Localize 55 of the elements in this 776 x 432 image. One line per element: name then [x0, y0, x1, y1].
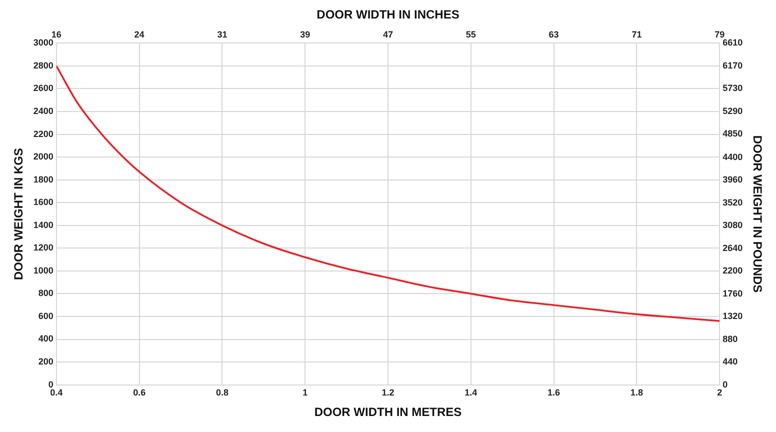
- y-tick-label: 1000: [33, 265, 54, 276]
- y2-tick-label: 3080: [722, 220, 743, 230]
- y2-tick-label: 5290: [722, 106, 743, 116]
- y2-tick-label: 440: [722, 356, 738, 367]
- y-tick-label: 2600: [33, 83, 54, 94]
- x2-tick-label: 79: [714, 29, 725, 40]
- y2-tick-label: 1320: [722, 311, 743, 322]
- y2-tick-label: 4400: [722, 152, 743, 162]
- y2-tick-label: 2640: [722, 242, 743, 253]
- y2-tick-label: 1760: [722, 288, 743, 298]
- y2-axis-title: DOOR WEIGHT IN POUNDS: [750, 135, 764, 293]
- x-tick-label: 1: [302, 388, 308, 398]
- x-tick-label: 1.6: [548, 388, 560, 398]
- line-series: [56, 65, 720, 322]
- y-tick-label: 800: [38, 288, 54, 298]
- y2-tick-label: 880: [722, 334, 738, 344]
- y2-tick-label: 0: [722, 379, 728, 390]
- y-tick-label: 1200: [33, 242, 54, 253]
- x2-tick-label: 47: [382, 29, 393, 40]
- x2-tick-label: 63: [548, 29, 559, 40]
- x2-tick-label: 39: [300, 29, 310, 40]
- y-tick-label: 1400: [33, 220, 54, 230]
- x2-tick-label: 24: [134, 29, 144, 40]
- y2-tick-label: 5730: [722, 83, 743, 94]
- y2-tick-label: 2200: [722, 266, 743, 276]
- y-tick-label: 1600: [33, 197, 54, 208]
- x-tick-label: 1.8: [630, 388, 643, 398]
- y-tick-label: 2200: [33, 128, 54, 139]
- y-tick-label: 600: [38, 310, 54, 321]
- y-tick-label: 1800: [33, 174, 54, 184]
- x2-tick-label: 31: [217, 29, 228, 40]
- y2-tick-label: 6170: [722, 60, 743, 70]
- x-tick-label: 1.4: [464, 388, 478, 398]
- y-tick-label: 3000: [33, 38, 54, 48]
- y-tick-label: 200: [38, 356, 54, 367]
- y-tick-label: 2400: [33, 106, 54, 116]
- x-tick-label: 1.2: [382, 388, 394, 398]
- y-tick-label: 400: [38, 334, 54, 344]
- y2-tick-label: 6610: [722, 38, 743, 48]
- x2-tick-label: 16: [51, 29, 62, 40]
- x2-tick-label: 71: [632, 29, 642, 40]
- x-tick-label: 0.6: [133, 388, 146, 398]
- y-axis-title: DOOR WEIGHT IN KGS: [12, 148, 26, 280]
- x-axis-title: DOOR WIDTH IN METRES: [314, 405, 462, 420]
- x2-tick-label: 55: [466, 29, 476, 40]
- y2-tick-label: 3960: [722, 174, 743, 185]
- y-tick-label: 0: [48, 379, 54, 390]
- y-tick-label: 2800: [33, 60, 54, 70]
- x2-axis-title: DOOR WIDTH IN INCHES: [316, 8, 460, 22]
- x-tick-label: 0.8: [216, 388, 228, 398]
- y2-tick-label: 4850: [722, 128, 743, 139]
- x-tick-label: 2: [717, 388, 722, 398]
- y2-tick-label: 3520: [722, 197, 743, 208]
- y-tick-label: 2000: [33, 152, 54, 162]
- x-tick-label: 0.4: [50, 388, 63, 398]
